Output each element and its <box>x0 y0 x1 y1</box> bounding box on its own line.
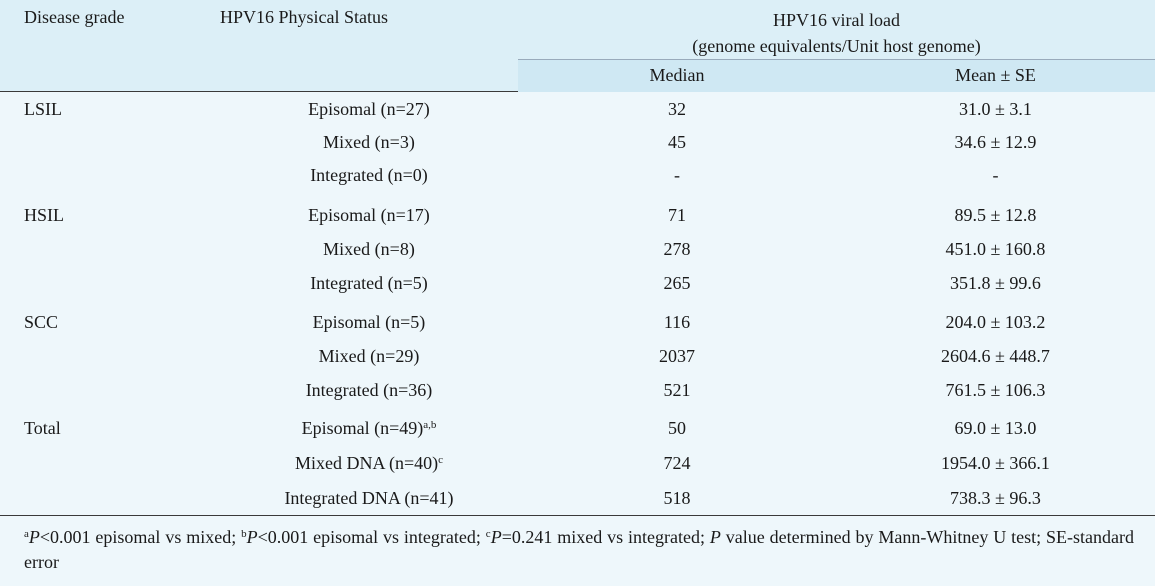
cell-median: 521 <box>663 380 691 400</box>
cell-median: 2037 <box>659 346 695 366</box>
footnote-b-p: P <box>246 527 258 547</box>
table-row: Integrated (n=5) 265 351.8 ± 99.6 <box>0 267 1155 301</box>
table-row: Mixed DNA (n=40)c 724 1954.0 ± 366.1 <box>0 447 1155 481</box>
header-physical-status: HPV16 Physical Status <box>220 7 389 27</box>
cell-physical-status: Mixed (n=3) <box>220 132 518 153</box>
data-table: Disease grade HPV16 Physical Status HPV1… <box>0 0 1155 508</box>
header-viral-load: HPV16 viral load (genome equivalents/Uni… <box>518 7 1155 59</box>
footnote-b-marker: b <box>241 528 247 540</box>
cell-physical-status: Integrated DNA (n=41) <box>220 488 518 509</box>
table-row: Integrated (n=0) - - <box>0 159 1155 193</box>
cell-mean-se: 451.0 ± 160.8 <box>945 239 1046 259</box>
footnote-c-text: =0.241 mixed vs integrated; <box>501 527 710 547</box>
footnote-tail: value determined by Mann-Whitney U test;… <box>24 527 1135 572</box>
cell-physical-status: Mixed (n=29) <box>220 346 518 367</box>
cell-physical-status-text: Mixed DNA (n=40) <box>294 453 439 473</box>
table-row: Integrated (n=36) 521 761.5 ± 106.3 <box>0 374 1155 408</box>
cell-mean-se: 351.8 ± 99.6 <box>950 273 1041 293</box>
cell-physical-status: Mixed DNA (n=40)c <box>220 453 518 474</box>
cell-physical-status: Episomal (n=17) <box>220 205 518 226</box>
cell-physical-status-text: Integrated (n=0) <box>310 165 428 185</box>
cell-mean-se: 738.3 ± 96.3 <box>950 488 1041 508</box>
cell-median: 71 <box>668 205 686 225</box>
cell-mean-se: 34.6 ± 12.9 <box>954 132 1037 152</box>
cell-physical-status: Integrated (n=0) <box>220 165 518 186</box>
table-bottom-rule <box>0 515 1155 516</box>
cell-mean-se: 89.5 ± 12.8 <box>954 205 1037 225</box>
cell-mean-se: 31.0 ± 3.1 <box>959 99 1032 119</box>
header-disease-grade: Disease grade <box>24 7 125 27</box>
header-mean-se: Mean ± SE <box>955 65 1036 85</box>
cell-physical-status: Mixed (n=8) <box>220 239 518 260</box>
table-row: HSIL Episomal (n=17) 71 89.5 ± 12.8 <box>0 199 1155 233</box>
cell-physical-status: Episomal (n=27) <box>220 99 518 120</box>
header-median: Median <box>649 65 705 85</box>
cell-physical-status-text: Episomal (n=49) <box>301 418 424 438</box>
footnote-c-marker: c <box>485 528 491 540</box>
cell-footnote-marker: a,b <box>423 419 437 431</box>
cell-mean-se: 761.5 ± 106.3 <box>945 380 1046 400</box>
cell-physical-status-text: Episomal (n=5) <box>312 312 426 332</box>
cell-median: 50 <box>668 418 686 438</box>
footnote-a-text: <0.001 episomal vs mixed; <box>39 527 242 547</box>
cell-physical-status-text: Mixed (n=8) <box>323 239 415 259</box>
header-viral-load-line1: HPV16 viral load <box>773 10 900 30</box>
cell-disease-grade: SCC <box>24 312 59 332</box>
cell-mean-se: - <box>992 165 999 185</box>
footnote-a-p: P <box>28 527 40 547</box>
cell-disease-grade: LSIL <box>24 99 62 119</box>
cell-median: 265 <box>663 273 691 293</box>
cell-physical-status-text: Mixed (n=3) <box>323 132 415 152</box>
table-footnote: aP<0.001 episomal vs mixed; bP<0.001 epi… <box>24 522 1134 575</box>
cell-physical-status: Integrated (n=5) <box>220 273 518 294</box>
cell-disease-grade: HSIL <box>24 205 64 225</box>
cell-physical-status: Episomal (n=49)a,b <box>220 418 518 439</box>
footnote-c-p: P <box>490 527 502 547</box>
cell-median: 116 <box>663 312 691 332</box>
table-row: LSIL Episomal (n=27) 32 31.0 ± 3.1 <box>0 93 1155 127</box>
table-row: Mixed (n=8) 278 451.0 ± 160.8 <box>0 233 1155 267</box>
cell-physical-status-text: Mixed (n=29) <box>318 346 420 366</box>
cell-median: 518 <box>663 488 691 508</box>
header-subcolumns: Median Mean ± SE <box>518 59 1155 92</box>
table-header: Disease grade HPV16 Physical Status HPV1… <box>0 0 1155 92</box>
cell-mean-se: 69.0 ± 13.0 <box>954 418 1037 438</box>
cell-mean-se: 2604.6 ± 448.7 <box>941 346 1050 366</box>
header-viral-load-line2: (genome equivalents/Unit host genome) <box>692 36 981 56</box>
cell-physical-status-text: Integrated (n=36) <box>305 380 433 400</box>
cell-physical-status-text: Integrated (n=5) <box>310 273 428 293</box>
cell-physical-status: Episomal (n=5) <box>220 312 518 333</box>
cell-median: - <box>674 165 680 185</box>
cell-disease-grade: Total <box>24 418 61 438</box>
cell-physical-status: Integrated (n=36) <box>220 380 518 401</box>
cell-median: 724 <box>663 453 691 473</box>
footnote-p-label: P <box>709 527 721 547</box>
cell-median: 45 <box>668 132 686 152</box>
cell-median: 278 <box>663 239 691 259</box>
footnote-a-marker: a <box>24 528 29 540</box>
cell-physical-status-text: Episomal (n=17) <box>308 205 430 225</box>
footnote-b-text: <0.001 episomal vs integrated; <box>257 527 486 547</box>
table-row: SCC Episomal (n=5) 116 204.0 ± 103.2 <box>0 306 1155 340</box>
table-row: Total Episomal (n=49)a,b 50 69.0 ± 13.0 <box>0 412 1155 446</box>
table-row: Integrated DNA (n=41) 518 738.3 ± 96.3 <box>0 482 1155 516</box>
cell-mean-se: 204.0 ± 103.2 <box>945 312 1046 332</box>
cell-mean-se: 1954.0 ± 366.1 <box>941 453 1050 473</box>
table-row: Mixed (n=3) 45 34.6 ± 12.9 <box>0 126 1155 160</box>
cell-physical-status-text: Episomal (n=27) <box>308 99 430 119</box>
cell-median: 32 <box>668 99 686 119</box>
cell-physical-status-text: Integrated DNA (n=41) <box>284 488 454 508</box>
cell-footnote-marker: c <box>438 454 444 466</box>
table-row: Mixed (n=29) 2037 2604.6 ± 448.7 <box>0 340 1155 374</box>
